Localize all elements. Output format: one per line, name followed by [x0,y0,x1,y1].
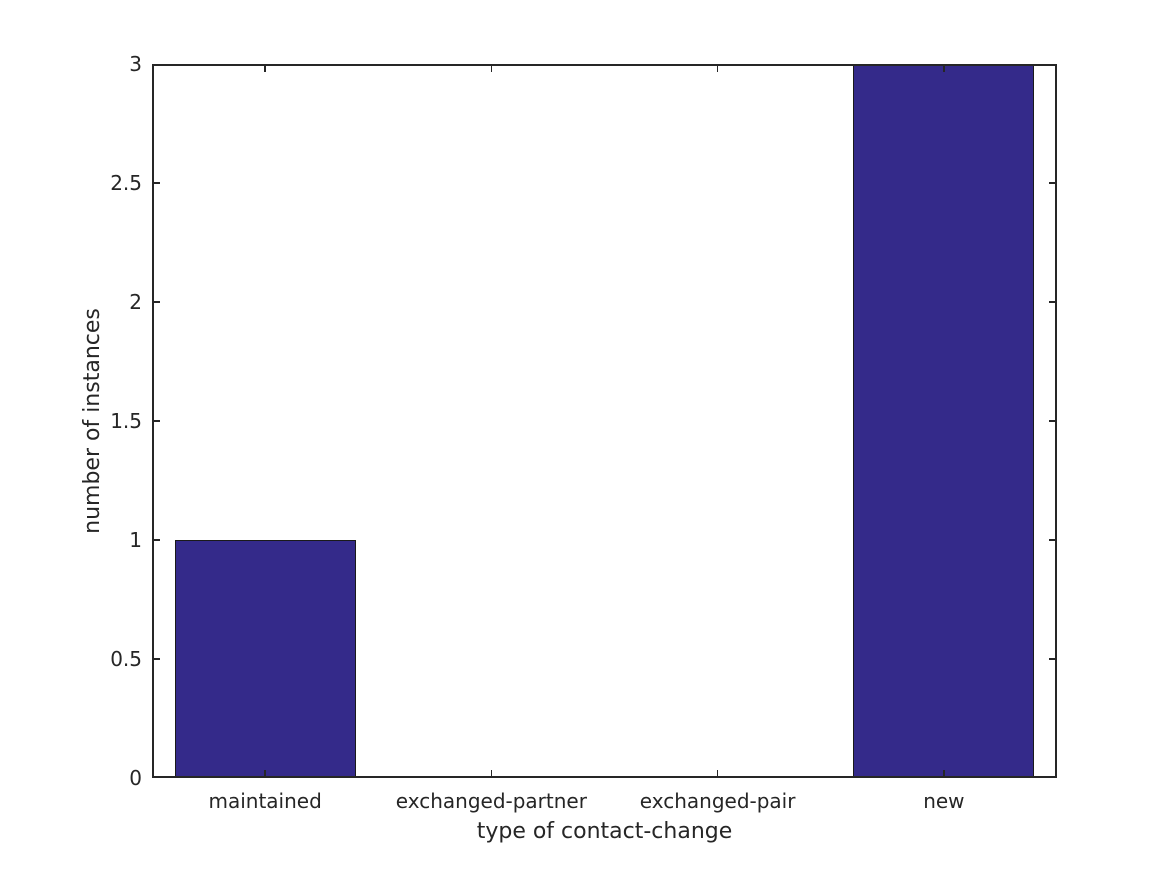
y-tick-label: 2 [129,290,142,314]
x-tick-bottom [264,770,266,778]
y-tick-right [1049,301,1057,303]
x-tick-label-exchanged-pair: exchanged-pair [639,789,796,813]
y-tick-left [152,301,160,303]
x-tick-bottom [716,770,719,778]
y-tick-left [152,658,160,660]
bar-new [853,64,1035,778]
y-tick-left [152,420,160,422]
y-tick-left [152,776,160,778]
y-tick-label: 2.5 [110,171,142,195]
y-tick-left [152,64,160,66]
y-tick-right [1049,182,1057,184]
y-tick-left [152,539,160,541]
y-tick-right [1049,420,1057,422]
plot-area [152,64,1057,778]
y-tick-label: 1 [129,528,142,552]
y-tick-right [1049,64,1057,66]
bar-maintained [174,540,356,778]
y-tick-right [1049,776,1057,778]
y-tick-label: 3 [129,52,142,76]
x-axis-label: type of contact-change [476,819,733,844]
y-tick-right [1049,658,1057,660]
y-tick-label: 0 [129,766,142,790]
x-tick-top [490,64,493,72]
x-tick-bottom [490,770,493,778]
x-tick-label-exchanged-partner: exchanged-partner [395,789,587,813]
y-tick-label: 0.5 [110,647,142,671]
x-tick-top [716,64,719,72]
y-tick-left [152,182,160,184]
x-tick-top [264,64,266,72]
x-tick-bottom [943,770,945,778]
y-tick-right [1049,539,1057,541]
x-tick-label-new: new [923,789,965,813]
x-tick-top [943,64,945,72]
y-tick-label: 1.5 [110,409,142,433]
x-tick-label-maintained: maintained [208,789,322,813]
